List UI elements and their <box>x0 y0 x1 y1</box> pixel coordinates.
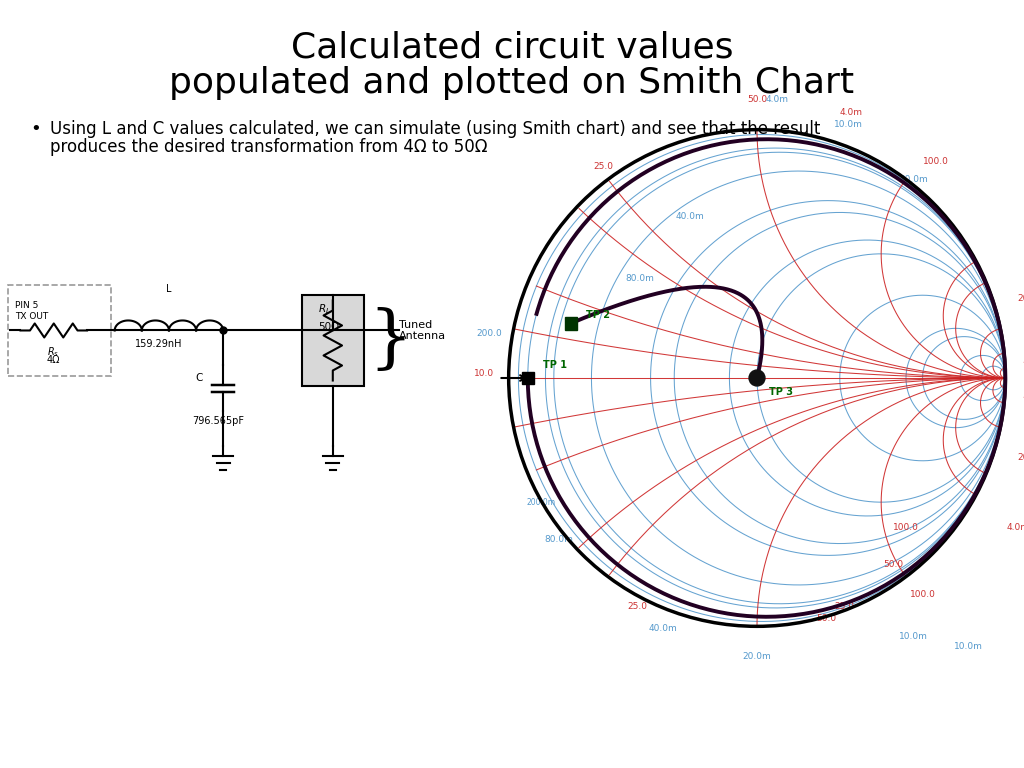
Text: 80.0m: 80.0m <box>626 274 654 283</box>
Text: $R_s$: $R_s$ <box>47 346 59 359</box>
Text: •: • <box>30 120 41 138</box>
Text: 200.0: 200.0 <box>476 329 502 338</box>
Text: 50Ω: 50Ω <box>318 323 339 333</box>
Bar <box>564 317 577 329</box>
Text: 80.0m: 80.0m <box>544 535 572 544</box>
Text: 25.0: 25.0 <box>593 162 613 171</box>
Text: 100.0: 100.0 <box>910 590 936 598</box>
Text: produces the desired transformation from 4Ω to 50Ω: produces the desired transformation from… <box>50 138 487 156</box>
Text: 50.0: 50.0 <box>816 614 837 624</box>
Text: 200.0m: 200.0m <box>526 498 555 507</box>
Text: 20.0m: 20.0m <box>899 175 928 184</box>
Text: Tuned
Antenna: Tuned Antenna <box>399 319 446 341</box>
Text: L: L <box>166 284 172 294</box>
Text: 200.0: 200.0 <box>1017 453 1024 462</box>
Text: 10.0m: 10.0m <box>835 121 863 129</box>
Bar <box>522 372 535 384</box>
Text: 4.0m: 4.0m <box>840 108 863 117</box>
Text: 40.0m: 40.0m <box>648 624 677 634</box>
Text: 4.0m: 4.0m <box>1007 522 1024 531</box>
Text: 4Ω: 4Ω <box>46 356 60 366</box>
Text: 20.0m: 20.0m <box>742 651 771 660</box>
Text: TP 1: TP 1 <box>543 360 567 370</box>
Text: }: } <box>369 307 413 374</box>
Text: 4.0m: 4.0m <box>765 95 788 104</box>
Text: 100.0: 100.0 <box>893 522 919 531</box>
Text: 40.0m: 40.0m <box>676 212 705 221</box>
Text: PIN 5: PIN 5 <box>15 301 39 310</box>
Text: 500.0: 500.0 <box>1022 356 1024 365</box>
Text: C: C <box>196 372 203 382</box>
Text: $R_L$: $R_L$ <box>318 303 331 316</box>
Text: TP 3: TP 3 <box>769 387 794 397</box>
Text: 500.0: 500.0 <box>1022 391 1024 400</box>
Text: Calculated circuit values: Calculated circuit values <box>291 31 733 65</box>
Text: TX OUT: TX OUT <box>15 312 48 321</box>
Text: 796.565pF: 796.565pF <box>193 415 244 425</box>
Text: 10.0m: 10.0m <box>899 632 928 641</box>
Text: 100.0: 100.0 <box>923 157 949 167</box>
Text: TP 2: TP 2 <box>586 310 609 320</box>
Text: 200.0: 200.0 <box>1017 294 1024 303</box>
Text: 10.0m: 10.0m <box>953 642 982 650</box>
Text: 25.0: 25.0 <box>834 602 854 611</box>
Circle shape <box>749 370 765 386</box>
Text: 50.0: 50.0 <box>884 560 903 569</box>
Text: 10.0: 10.0 <box>474 369 494 378</box>
Text: 50.0: 50.0 <box>746 95 767 104</box>
Text: 25.0: 25.0 <box>628 602 648 611</box>
Bar <box>302 296 364 386</box>
Text: Using L and C values calculated, we can simulate (using Smith chart) and see tha: Using L and C values calculated, we can … <box>50 120 820 138</box>
Text: 159.29nH: 159.29nH <box>135 339 182 349</box>
Text: populated and plotted on Smith Chart: populated and plotted on Smith Chart <box>169 66 855 100</box>
